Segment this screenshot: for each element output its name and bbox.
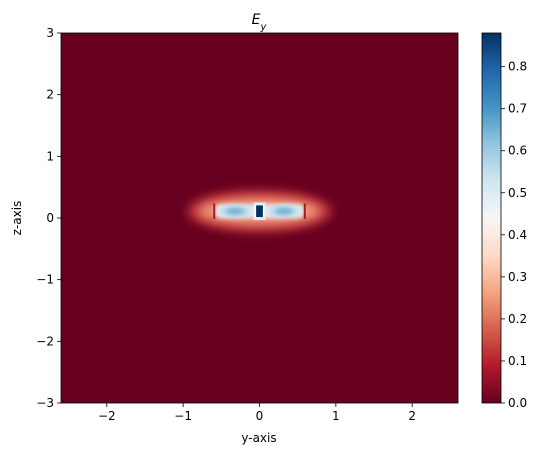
right-lobe [274, 207, 294, 215]
x-axis-label: y-axis [241, 431, 276, 445]
chart-title: Ey [252, 12, 268, 33]
chart-title-subscript: y [259, 22, 267, 33]
y-axis: −3 −2 −1 0 1 2 3 [36, 26, 61, 410]
y-tick-label: 3 [46, 26, 54, 40]
x-tick-label: 2 [408, 409, 416, 423]
chart-title-main: E [252, 12, 261, 28]
x-axis: −2 −1 0 1 2 [98, 403, 416, 423]
x-tick-label: 1 [332, 409, 340, 423]
center-gap [256, 205, 263, 217]
heatmap-field [186, 190, 333, 233]
left-lobe [225, 207, 245, 215]
y-tick-label: −2 [36, 334, 54, 348]
waveguide-right-edge [303, 203, 306, 219]
colorbar-tick-label: 0.8 [508, 60, 527, 74]
plot-area [60, 32, 459, 404]
colorbar-tick-label: 0.5 [508, 186, 527, 200]
y-tick-label: −1 [36, 273, 54, 287]
svg-text:Ey: Ey [252, 12, 268, 33]
x-tick-label: 0 [256, 409, 264, 423]
center-gap-right-wall [262, 205, 265, 217]
x-tick-label: −2 [98, 409, 116, 423]
y-tick-label: 0 [46, 211, 54, 225]
colorbar-frame [481, 32, 502, 404]
colorbar-tick-label: 0.4 [508, 228, 527, 242]
y-axis-label: z-axis [10, 201, 24, 236]
colorbar-tick-label: 0.7 [508, 102, 527, 116]
colorbar-tick-label: 0.6 [508, 144, 527, 158]
y-tick-label: −3 [36, 396, 54, 410]
colorbar-tick-label: 0.1 [508, 354, 527, 368]
colorbar-tick-label: 0.3 [508, 270, 527, 284]
y-tick-label: 2 [46, 88, 54, 102]
waveguide-left-edge [213, 203, 216, 219]
colorbar-ramp [482, 33, 501, 403]
colorbar: 0.0 0.1 0.2 0.3 0.4 0.5 0.6 0.7 0.8 [481, 32, 527, 410]
x-tick-label: −1 [174, 409, 192, 423]
colorbar-tick-label: 0.0 [508, 396, 527, 410]
y-tick-label: 1 [46, 149, 54, 163]
center-gap-left-wall [254, 205, 257, 217]
colorbar-tick-label: 0.2 [508, 312, 527, 326]
